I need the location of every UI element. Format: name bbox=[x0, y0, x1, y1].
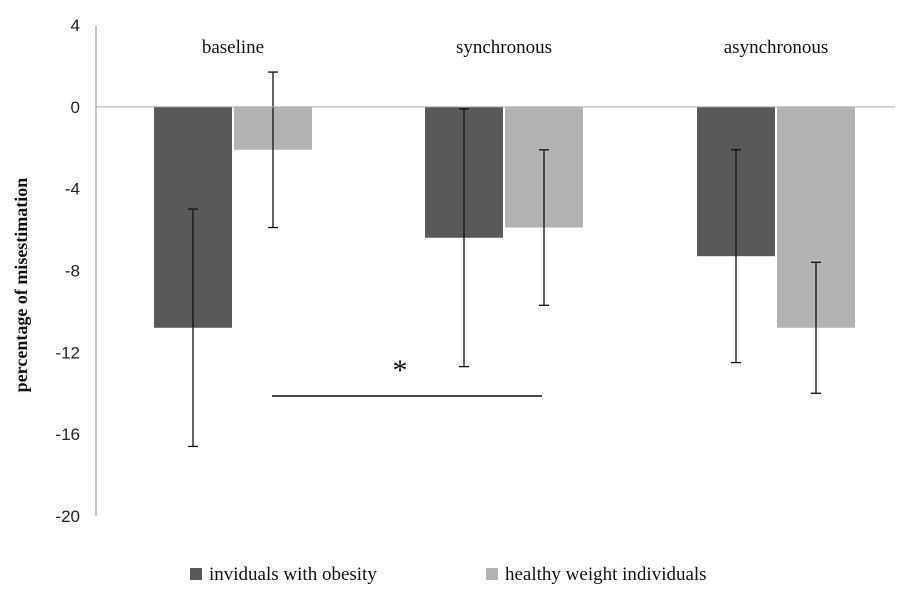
y-tick-label: -20 bbox=[55, 507, 80, 526]
error-bar bbox=[268, 71, 278, 229]
y-tick-label: -8 bbox=[65, 262, 80, 281]
legend-label: healthy weight individuals bbox=[505, 564, 707, 585]
legend-label: inviduals with obesity bbox=[209, 564, 377, 585]
category-label: baseline bbox=[202, 37, 264, 58]
error-bar bbox=[811, 261, 821, 394]
error-bar bbox=[539, 149, 549, 306]
category-label: asynchronous bbox=[724, 37, 828, 58]
bars-layer bbox=[154, 106, 855, 328]
legend: inviduals with obesity healthy weight ind… bbox=[190, 564, 707, 585]
y-tick-label: 0 bbox=[71, 98, 80, 117]
error-bars-layer bbox=[188, 71, 821, 448]
y-tick-label: 4 bbox=[71, 16, 80, 35]
y-tick-label: -4 bbox=[65, 180, 80, 199]
legend-item: healthy weight individuals bbox=[486, 564, 707, 585]
labels-layer: 4 0 -4 -8 -12 -16 -20 baseline synchronous asynch… bbox=[55, 16, 828, 526]
significance-annotation: * bbox=[272, 354, 542, 397]
category-label: synchronous bbox=[456, 37, 552, 58]
y-tick-label: -12 bbox=[55, 343, 80, 362]
y-tick-label: -16 bbox=[55, 425, 80, 444]
error-bar bbox=[188, 208, 198, 448]
legend-swatch bbox=[486, 568, 498, 580]
error-bar bbox=[459, 108, 469, 368]
error-bar bbox=[731, 149, 741, 364]
legend-swatch bbox=[190, 568, 202, 580]
axis-layer bbox=[95, 25, 895, 516]
y-axis-label: percentage of misestimation bbox=[11, 178, 31, 393]
significance-star: * bbox=[393, 354, 408, 387]
legend-item: inviduals with obesity bbox=[190, 564, 377, 585]
